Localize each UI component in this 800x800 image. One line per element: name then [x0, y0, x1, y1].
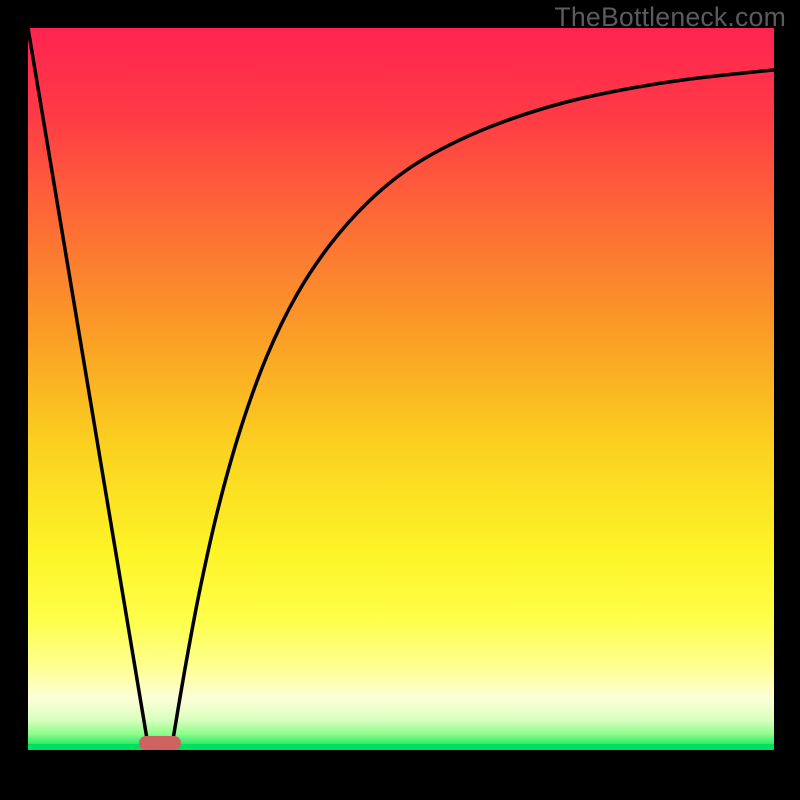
- plot-frame: [28, 28, 774, 750]
- plot-svg: [28, 28, 774, 750]
- chart-container: TheBottleneck.com: [0, 0, 800, 800]
- watermark-text: TheBottleneck.com: [554, 2, 786, 33]
- bottleneck-marker: [139, 736, 181, 750]
- plot-background: [28, 28, 774, 750]
